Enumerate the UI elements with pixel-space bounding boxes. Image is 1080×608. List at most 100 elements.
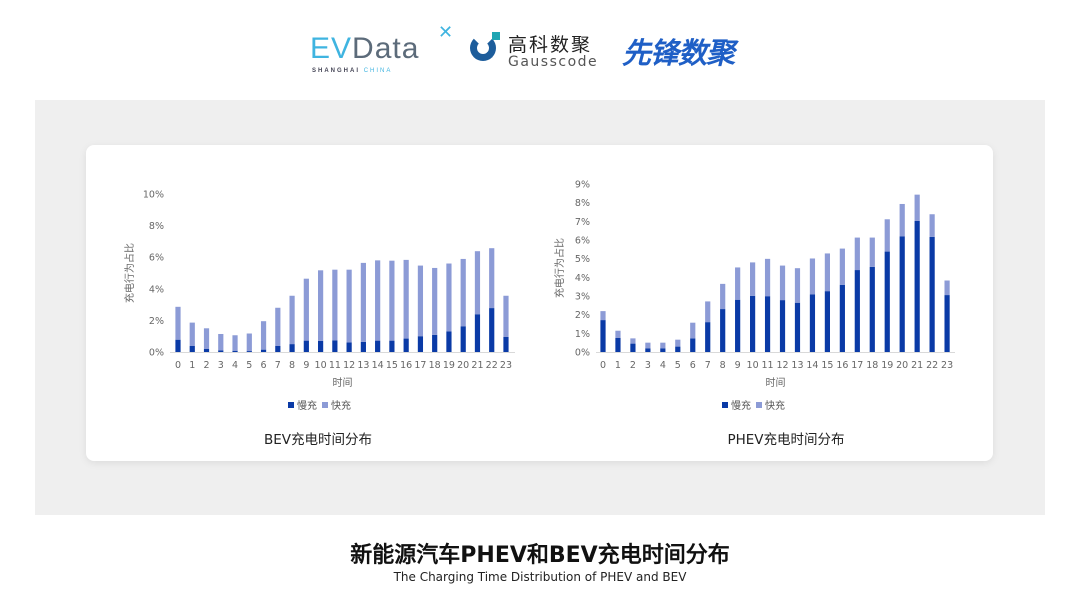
slow-charge-bar xyxy=(675,346,681,352)
chart-title: BEV充电时间分布 xyxy=(264,432,372,448)
fast-charge-bar xyxy=(914,194,920,221)
evdata-logo-sub: SHANGHAI CHINA xyxy=(312,68,392,74)
x-tick-label: 4 xyxy=(232,360,238,371)
slow-charge-bar xyxy=(914,220,920,352)
fast-charge-bar xyxy=(705,301,711,323)
slow-charge-bar xyxy=(218,350,224,352)
x-tick-label: 8 xyxy=(289,360,295,371)
fast-charge-bar xyxy=(675,339,681,347)
slow-charge-bar xyxy=(403,338,409,352)
gausscode-mark-icon xyxy=(470,35,496,61)
fast-charge-bar xyxy=(630,338,636,344)
slow-charge-bar xyxy=(630,343,636,352)
x-tick-label: 21 xyxy=(911,360,923,371)
evdata-logo-data: Data xyxy=(352,32,420,65)
slow-charge-bar xyxy=(432,334,438,352)
x-tick-label: 6 xyxy=(690,360,696,371)
chart-title: PHEV充电时间分布 xyxy=(727,432,844,448)
y-tick-label: 9% xyxy=(575,180,590,191)
legend-swatch xyxy=(722,402,728,408)
y-axis-title: 充电行为占比 xyxy=(123,243,136,303)
x-axis-title: 时间 xyxy=(766,376,786,389)
slow-charge-bar xyxy=(660,348,666,352)
legend-label: 慢充 xyxy=(297,399,317,412)
logo-bar: EVData ✕ SHANGHAI CHINA 高科数聚 Gausscode 先… xyxy=(0,22,1080,74)
page-title: 新能源汽车PHEV和BEV充电时间分布 xyxy=(350,543,730,568)
legend-swatch xyxy=(288,402,294,408)
x-tick-label: 14 xyxy=(806,360,818,371)
x-tick-label: 12 xyxy=(776,360,788,371)
x-tick-label: 5 xyxy=(675,360,681,371)
fast-charge-bar xyxy=(432,267,438,335)
slow-charge-bar xyxy=(854,270,860,352)
fast-charge-bar xyxy=(346,269,352,343)
x-tick-label: 0 xyxy=(600,360,606,371)
y-axis-title: 充电行为占比 xyxy=(553,238,566,298)
fast-charge-bar xyxy=(839,248,845,285)
slow-charge-bar xyxy=(232,350,238,352)
x-tick-label: 10 xyxy=(315,360,327,371)
fast-charge-bar xyxy=(824,253,830,292)
x-tick-label: 11 xyxy=(329,360,341,371)
evdata-logo: EVData ✕ SHANGHAI CHINA xyxy=(310,22,453,74)
slow-charge-bar xyxy=(332,340,338,352)
fast-charge-bar xyxy=(854,237,860,271)
fast-charge-bar xyxy=(189,322,195,346)
x-tick-label: 15 xyxy=(386,360,398,371)
x-tick-label: 13 xyxy=(791,360,803,371)
fast-charge-bar xyxy=(944,280,950,296)
evdata-logo-ev: EV xyxy=(310,32,353,65)
fast-charge-bar xyxy=(417,265,424,337)
slow-charge-bar xyxy=(869,266,875,352)
evdata-sub-a: SHANGHAI xyxy=(312,68,361,74)
slow-charge-bar xyxy=(175,339,181,352)
slow-charge-bar xyxy=(460,326,466,352)
slow-charge-bar xyxy=(944,295,950,352)
x-tick-label: 3 xyxy=(218,360,224,371)
fast-charge-bar xyxy=(175,306,181,340)
fast-charge-bar xyxy=(764,258,771,297)
fast-charge-bar xyxy=(403,259,409,339)
x-tick-label: 12 xyxy=(343,360,355,371)
x-axis-title: 时间 xyxy=(333,376,353,389)
fast-charge-bar xyxy=(332,269,338,341)
y-tick-label: 6% xyxy=(575,236,590,247)
y-tick-label: 0% xyxy=(575,348,590,359)
slow-charge-bar xyxy=(824,291,830,352)
slow-charge-bar xyxy=(375,340,381,352)
x-tick-label: 1 xyxy=(615,360,621,371)
fast-charge-bar xyxy=(232,335,238,351)
slow-charge-bar xyxy=(474,314,481,352)
legend-label: 快充 xyxy=(765,399,785,412)
x-tick-label: 17 xyxy=(414,360,426,371)
fast-charge-bar xyxy=(929,214,935,237)
fast-charge-bar xyxy=(869,237,875,267)
legend-label: 快充 xyxy=(331,399,351,412)
y-tick-label: 7% xyxy=(575,217,590,228)
gausscode-logo-en: Gausscode xyxy=(508,54,599,70)
fast-charge-bar xyxy=(389,260,395,341)
y-tick-label: 10% xyxy=(143,190,164,201)
slow-charge-bar xyxy=(899,236,905,352)
fast-charge-bar xyxy=(503,295,509,337)
y-tick-label: 2% xyxy=(149,316,164,327)
fast-charge-bar xyxy=(720,283,726,310)
slow-charge-bar xyxy=(615,338,621,352)
x-tick-label: 22 xyxy=(486,360,498,371)
slow-charge-bar xyxy=(884,251,890,352)
x-tick-label: 1 xyxy=(189,360,195,371)
y-tick-label: 8% xyxy=(149,221,164,232)
fast-charge-bar xyxy=(275,307,281,346)
x-tick-label: 16 xyxy=(400,360,412,371)
slow-charge-bar xyxy=(735,299,741,352)
page-subtitle: The Charging Time Distribution of PHEV a… xyxy=(393,570,687,584)
legend-swatch xyxy=(756,402,762,408)
x-tick-label: 14 xyxy=(372,360,384,371)
x-tick-label: 9 xyxy=(303,360,309,371)
x-tick-label: 7 xyxy=(275,360,281,371)
x-tick-label: 13 xyxy=(357,360,369,371)
phev-chart: 0%1%2%3%4%5%6%7%8%9%0 1 2 3 4 5 6 7 8 9 10 11 12 13 14… xyxy=(553,180,955,448)
slow-charge-bar xyxy=(203,348,210,352)
fast-charge-bar xyxy=(303,278,309,341)
